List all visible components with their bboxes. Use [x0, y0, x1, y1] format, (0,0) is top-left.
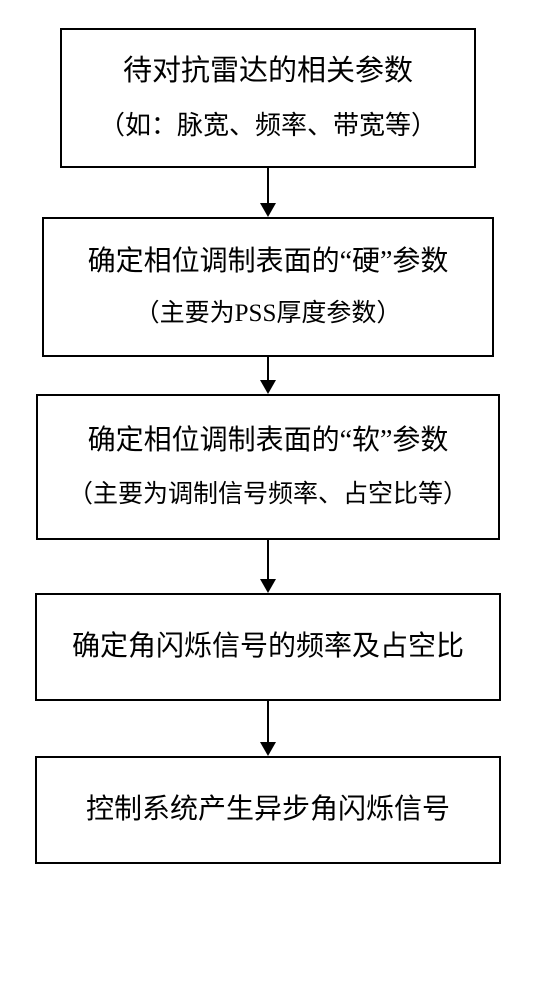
node-5-line1: 控制系统产生异步角闪烁信号 — [86, 795, 450, 826]
node-2-line1: 确定相位调制表面的“硬”参数 — [88, 247, 449, 278]
flowchart-node-5: 控制系统产生异步角闪烁信号 — [35, 756, 501, 864]
flowchart-arrow-4 — [260, 701, 276, 756]
node-2-line2: （主要为PSS厚度参数） — [135, 300, 402, 328]
flowchart-container: 待对抗雷达的相关参数 （如：脉宽、频率、带宽等） 确定相位调制表面的“硬”参数 … — [0, 0, 536, 1000]
arrow-down-icon — [260, 380, 276, 394]
arrow-down-icon — [260, 742, 276, 756]
arrow-down-icon — [260, 579, 276, 593]
flowchart-arrow-3 — [260, 540, 276, 593]
arrow-down-icon — [260, 203, 276, 217]
arrow-shaft — [267, 168, 269, 204]
node-1-line2: （如：脉宽、频率、带宽等） — [99, 112, 437, 141]
arrow-shaft — [267, 357, 269, 381]
node-3-line1: 确定相位调制表面的“软”参数 — [88, 426, 449, 457]
flowchart-node-4: 确定角闪烁信号的频率及占空比 — [35, 593, 501, 701]
flowchart-arrow-1 — [260, 168, 276, 217]
flowchart-node-1: 待对抗雷达的相关参数 （如：脉宽、频率、带宽等） — [60, 28, 476, 168]
node-1-line1: 待对抗雷达的相关参数 — [123, 56, 413, 88]
flowchart-node-2: 确定相位调制表面的“硬”参数 （主要为PSS厚度参数） — [42, 217, 494, 357]
node-4-line1: 确定角闪烁信号的频率及占空比 — [72, 632, 464, 663]
flowchart-node-3: 确定相位调制表面的“软”参数 （主要为调制信号频率、占空比等） — [36, 394, 500, 540]
node-3-line2: （主要为调制信号频率、占空比等） — [68, 481, 468, 509]
arrow-shaft — [267, 540, 269, 580]
flowchart-arrow-2 — [260, 357, 276, 394]
arrow-shaft — [267, 701, 269, 743]
